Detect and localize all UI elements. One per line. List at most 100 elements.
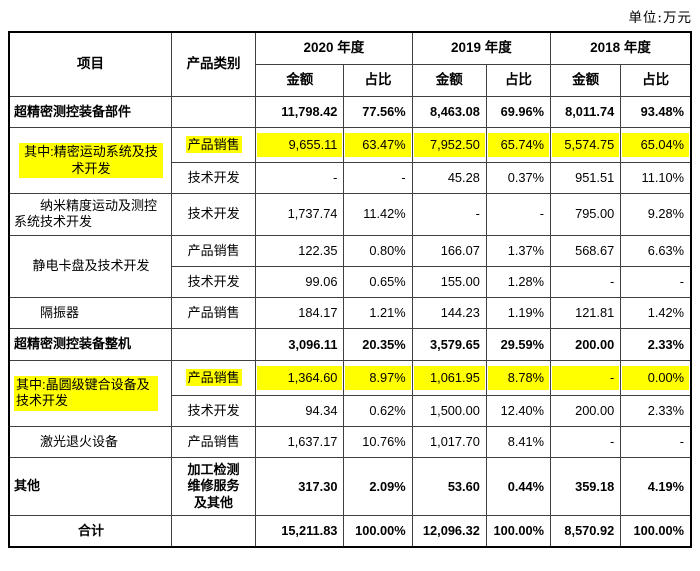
table-row: 技术开发 - - 45.28 0.37% 951.51 11.10% xyxy=(9,161,692,195)
ratio-cell: 6.63% xyxy=(620,234,692,267)
revenue-table: 项目 产品类别 2020 年度 2019 年度 2018 年度 金额 占比 金额… xyxy=(8,31,692,549)
col-header-ratio-2020: 占比 xyxy=(343,63,413,97)
item-cell: 纳米精度运动及测控系统技术开发 xyxy=(8,193,172,236)
ratio-cell: 1.19% xyxy=(485,297,552,330)
category-cell: 产品销售 xyxy=(170,234,257,267)
amount-cell: 317.30 xyxy=(255,457,345,516)
ratio-cell: 1.37% xyxy=(485,234,552,267)
amount-cell: 200.00 xyxy=(550,328,622,361)
amount-cell: 1,500.00 xyxy=(411,394,487,427)
amount-cell: 53.60 xyxy=(411,457,487,516)
unit-label: 单位:万元 xyxy=(628,10,692,26)
amount-cell: - xyxy=(411,193,487,236)
ratio-cell: 100.00% xyxy=(620,514,692,548)
amount-cell: 951.51 xyxy=(550,161,622,195)
amount-cell: 3,579.65 xyxy=(411,328,487,361)
table-row-highlighted: 其中:晶圆级键合设备及技术开发 产品销售 1,364.60 8.97% 1,06… xyxy=(8,359,692,427)
amount-cell: 1,364.60 xyxy=(255,359,345,396)
col-header-category: 产品类别 xyxy=(170,31,257,97)
item-cell: 其中:晶圆级键合设备及技术开发 xyxy=(8,359,172,427)
ratio-cell: 1.21% xyxy=(343,297,413,330)
amount-cell: 200.00 xyxy=(550,394,622,427)
col-header-year-2019: 2019 年度 xyxy=(411,31,552,65)
item-cell: 其他 xyxy=(8,457,172,516)
amount-cell: 99.06 xyxy=(255,265,345,299)
col-header-ratio-2018: 占比 xyxy=(620,63,692,97)
amount-cell: 121.81 xyxy=(550,297,622,330)
amount-cell: - xyxy=(550,425,622,459)
ratio-cell: 77.56% xyxy=(343,95,413,129)
amount-cell: 12,096.32 xyxy=(411,514,487,548)
ratio-cell: - xyxy=(620,265,692,299)
ratio-cell: 2.09% xyxy=(343,457,413,516)
amount-cell: 568.67 xyxy=(550,234,622,267)
item-cell: 合计 xyxy=(8,514,172,548)
category-cell xyxy=(170,328,257,361)
ratio-cell: 0.00% xyxy=(620,359,692,396)
ratio-cell: 65.04% xyxy=(620,127,692,163)
category-cell xyxy=(170,95,257,129)
category-cell: 技术开发 xyxy=(170,394,257,427)
ratio-cell: - xyxy=(620,425,692,459)
ratio-cell: 65.74% xyxy=(485,127,552,163)
ratio-cell: 4.19% xyxy=(620,457,692,516)
item-cell: 超精密测控装备部件 xyxy=(8,95,172,129)
ratio-cell: 11.10% xyxy=(620,161,692,195)
table-row: 纳米精度运动及测控系统技术开发 技术开发 1,737.74 11.42% - -… xyxy=(8,193,692,236)
ratio-cell: 8.78% xyxy=(485,359,552,396)
table-row: 技术开发 99.06 0.65% 155.00 1.28% - - xyxy=(9,265,692,299)
category-cell: 产品销售 xyxy=(170,359,257,396)
ratio-cell: 63.47% xyxy=(343,127,413,163)
col-header-amount-2020: 金额 xyxy=(255,63,345,97)
col-header-item: 项目 xyxy=(8,31,172,97)
table-row: 静电卡盘及技术开发 产品销售 122.35 0.80% 166.07 1.37%… xyxy=(8,234,692,299)
ratio-cell: 29.59% xyxy=(485,328,552,361)
ratio-cell: 100.00% xyxy=(343,514,413,548)
ratio-cell: 10.76% xyxy=(343,425,413,459)
category-cell: 技术开发 xyxy=(170,193,257,236)
col-header-year-2018: 2018 年度 xyxy=(550,31,692,65)
header-row-years: 项目 产品类别 2020 年度 2019 年度 2018 年度 xyxy=(8,31,692,97)
ratio-cell: 93.48% xyxy=(620,95,692,129)
col-header-amount-2018: 金额 xyxy=(550,63,622,97)
ratio-cell: 0.62% xyxy=(343,394,413,427)
item-cell: 其中:精密运动系统及技术开发 xyxy=(8,126,172,195)
item-cell: 隔振器 xyxy=(8,297,172,330)
category-cell: 技术开发 xyxy=(170,161,257,195)
amount-cell: 3,096.11 xyxy=(255,328,345,361)
table-row-highlighted: 其中:精密运动系统及技术开发 产品销售 9,655.11 63.47% 7,95… xyxy=(8,126,692,195)
amount-cell: 15,211.83 xyxy=(255,514,345,548)
amount-cell: 184.17 xyxy=(255,297,345,330)
amount-cell: 45.28 xyxy=(411,161,487,195)
amount-cell: 1,637.17 xyxy=(255,425,345,459)
ratio-cell: 69.96% xyxy=(485,95,552,129)
ratio-cell: - xyxy=(343,161,413,195)
amount-cell: - xyxy=(550,359,622,396)
amount-cell: 8,011.74 xyxy=(550,95,622,129)
amount-cell: 122.35 xyxy=(255,234,345,267)
ratio-cell: 0.80% xyxy=(343,234,413,267)
ratio-cell: 2.33% xyxy=(620,394,692,427)
item-cell: 静电卡盘及技术开发 xyxy=(8,234,172,299)
amount-cell: 795.00 xyxy=(550,193,622,236)
ratio-cell: 11.42% xyxy=(343,193,413,236)
item-cell: 超精密测控装备整机 xyxy=(8,328,172,361)
ratio-cell: 2.33% xyxy=(620,328,692,361)
table-row-total: 合计 15,211.83 100.00% 12,096.32 100.00% 8… xyxy=(8,514,692,548)
category-cell: 产品销售 xyxy=(170,297,257,330)
col-header-ratio-2019: 占比 xyxy=(485,63,552,97)
ratio-cell: 8.97% xyxy=(343,359,413,396)
table-row: 超精密测控装备整机 3,096.11 20.35% 3,579.65 29.59… xyxy=(8,328,692,361)
amount-cell: 166.07 xyxy=(411,234,487,267)
category-cell: 技术开发 xyxy=(170,265,257,299)
table-row: 隔振器 产品销售 184.17 1.21% 144.23 1.19% 121.8… xyxy=(8,297,692,330)
col-header-amount-2019: 金额 xyxy=(411,63,487,97)
amount-cell: - xyxy=(550,265,622,299)
table-row: 激光退火设备 产品销售 1,637.17 10.76% 1,017.70 8.4… xyxy=(8,425,692,459)
amount-cell: 7,952.50 xyxy=(411,127,487,163)
amount-cell: 1,061.95 xyxy=(411,359,487,396)
ratio-cell: 1.42% xyxy=(620,297,692,330)
col-header-year-2020: 2020 年度 xyxy=(255,31,413,65)
category-cell: 产品销售 xyxy=(170,127,257,163)
